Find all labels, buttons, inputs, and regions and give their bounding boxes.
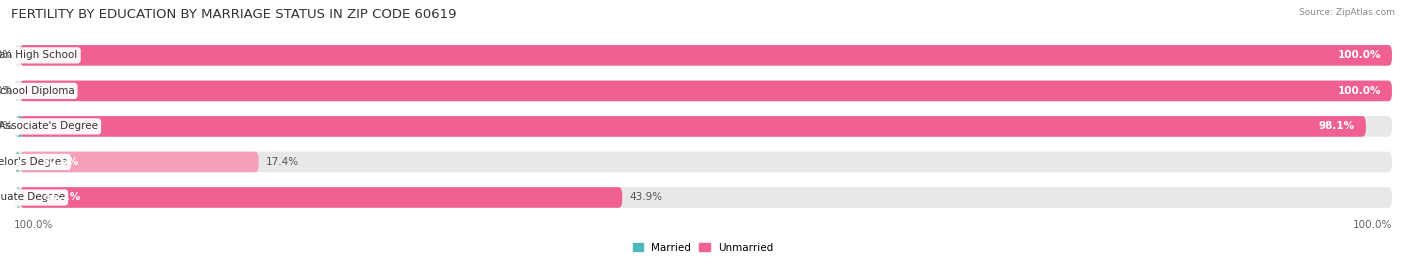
Text: Less than High School: Less than High School xyxy=(0,50,77,60)
FancyBboxPatch shape xyxy=(14,45,1392,66)
Text: 98.1%: 98.1% xyxy=(1319,121,1355,132)
FancyBboxPatch shape xyxy=(20,187,623,208)
Text: College or Associate's Degree: College or Associate's Degree xyxy=(0,121,98,132)
Text: 43.9%: 43.9% xyxy=(628,193,662,203)
Legend: Married, Unmarried: Married, Unmarried xyxy=(628,238,778,257)
FancyBboxPatch shape xyxy=(17,116,24,137)
Text: 17.4%: 17.4% xyxy=(266,157,298,167)
Text: Source: ZipAtlas.com: Source: ZipAtlas.com xyxy=(1299,8,1395,17)
FancyBboxPatch shape xyxy=(20,45,1392,66)
Text: High School Diploma: High School Diploma xyxy=(0,86,75,96)
FancyBboxPatch shape xyxy=(14,81,1392,101)
FancyBboxPatch shape xyxy=(15,152,20,172)
Text: FERTILITY BY EDUCATION BY MARRIAGE STATUS IN ZIP CODE 60619: FERTILITY BY EDUCATION BY MARRIAGE STATU… xyxy=(11,8,457,21)
Text: 100.0%: 100.0% xyxy=(1353,220,1392,229)
FancyBboxPatch shape xyxy=(14,152,1392,172)
Text: 56.1%: 56.1% xyxy=(44,193,80,203)
Text: 0.0%: 0.0% xyxy=(0,86,13,96)
FancyBboxPatch shape xyxy=(14,187,1392,208)
Text: 100.0%: 100.0% xyxy=(1337,50,1381,60)
Text: Graduate Degree: Graduate Degree xyxy=(0,193,65,203)
Text: 82.6%: 82.6% xyxy=(42,157,79,167)
FancyBboxPatch shape xyxy=(17,187,20,208)
FancyBboxPatch shape xyxy=(20,152,259,172)
Text: 1.9%: 1.9% xyxy=(0,121,13,132)
FancyBboxPatch shape xyxy=(14,116,1392,137)
FancyBboxPatch shape xyxy=(20,116,1365,137)
Text: 100.0%: 100.0% xyxy=(14,220,53,229)
Text: 100.0%: 100.0% xyxy=(1337,86,1381,96)
Text: Bachelor's Degree: Bachelor's Degree xyxy=(0,157,67,167)
Text: 0.0%: 0.0% xyxy=(0,50,13,60)
FancyBboxPatch shape xyxy=(20,81,1392,101)
